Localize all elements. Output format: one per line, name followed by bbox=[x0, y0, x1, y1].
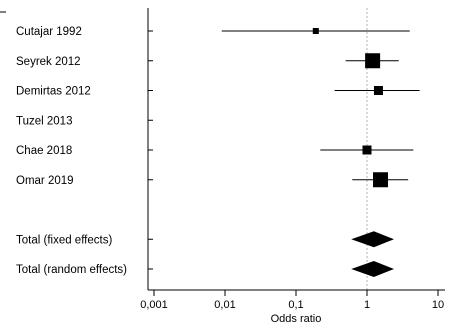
x-ticks: 0,001 0,01 0,1 1 10 bbox=[140, 290, 444, 311]
x-tick-label: 0,001 bbox=[140, 299, 168, 311]
summary-diamond-total-fixed-effects bbox=[351, 231, 394, 248]
summary-diamond-total-random-effects bbox=[351, 261, 394, 277]
row-label-omar-2019: Omar 2019 bbox=[16, 175, 74, 187]
study-labels: Cutajar 1992 Seyrek 2012 Demirtas 2012 Tuze… bbox=[16, 26, 153, 276]
row-label-cutajar-1992: Cutajar 1992 bbox=[16, 26, 82, 38]
row-label-tuzel-2013: Tuzel 2013 bbox=[16, 115, 72, 127]
point-estimate-omar-2019 bbox=[373, 172, 389, 188]
x-tick-label: 0,01 bbox=[214, 299, 235, 311]
x-tick-label: 10 bbox=[432, 299, 444, 311]
point-estimate-seyrek-2012 bbox=[365, 53, 381, 69]
point-estimate-demirtas-2012 bbox=[373, 86, 383, 95]
x-tick-label: 1 bbox=[364, 299, 370, 311]
plot-marks bbox=[221, 28, 420, 277]
row-label-total-random-effects: Total (random effects) bbox=[16, 264, 127, 276]
row-label-chae-2018: Chae 2018 bbox=[16, 145, 72, 157]
x-tick-label: 0,1 bbox=[288, 299, 303, 311]
row-label-total-fixed-effects: Total (fixed effects) bbox=[16, 234, 112, 246]
point-estimate-cutajar-1992 bbox=[312, 28, 319, 34]
row-label-demirtas-2012: Demirtas 2012 bbox=[16, 86, 91, 98]
x-axis-label: Odds ratio bbox=[271, 313, 322, 325]
row-label-seyrek-2012: Seyrek 2012 bbox=[16, 56, 81, 68]
point-estimate-chae-2018 bbox=[362, 145, 372, 155]
